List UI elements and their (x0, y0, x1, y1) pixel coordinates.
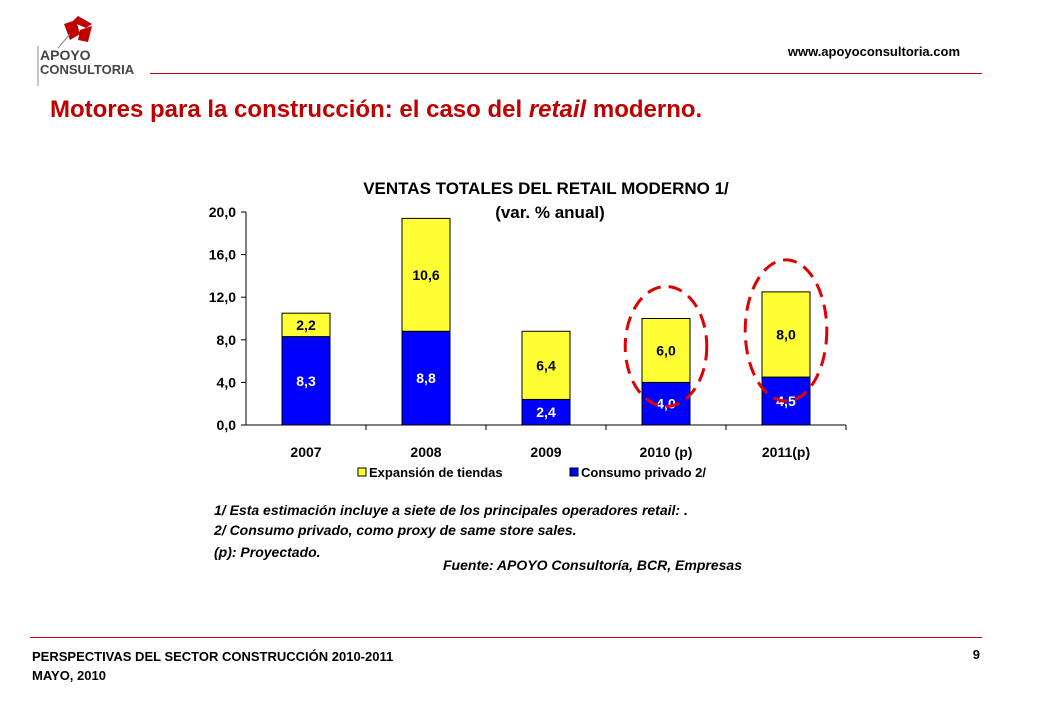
title-italic: retail (528, 96, 587, 123)
logo-line1: APOYO (40, 47, 91, 63)
data-label-consumo: 8,8 (416, 370, 436, 386)
bar-expansion-tiendas (521, 330, 571, 400)
chart-notes: 1/ Esta estimación incluye a siete de lo… (214, 500, 688, 562)
note-2: 2/ Consumo privado, como proxy de same s… (214, 522, 577, 538)
page-number: 9 (972, 647, 980, 662)
x-category-label: 2010 (p) (640, 444, 693, 460)
x-category-label: 2007 (290, 444, 321, 460)
data-label-consumo: 2,4 (536, 404, 556, 420)
data-label-expansion: 6,4 (536, 357, 556, 373)
apoyo-logo: APOYO CONSULTORIA (37, 16, 135, 86)
footer-divider (30, 637, 982, 638)
data-label-consumo: 8,3 (296, 373, 316, 389)
source-note: Fuente: APOYO Consultoría, BCR, Empresas (443, 557, 742, 573)
note-1: 1/ Esta estimación incluye a siete de lo… (214, 502, 688, 518)
chart-subtitle: (var. % anual) (495, 203, 605, 222)
page-title: Motores para la construcción: el caso de… (50, 96, 702, 124)
y-tick-label: 8,0 (217, 332, 237, 348)
data-label-expansion: 8,0 (776, 326, 796, 342)
y-tick-label: 4,0 (217, 374, 237, 390)
legend-swatch (357, 467, 367, 477)
y-tick-label: 0,0 (217, 417, 237, 433)
header-divider (150, 73, 982, 74)
x-category-label: 2011(p) (762, 444, 810, 460)
highlight-ellipse (623, 285, 709, 408)
footer-line2: MAYO, 2010 (32, 668, 106, 683)
title-part1: Motores para la construcción: el caso de… (50, 96, 529, 123)
footer: PERSPECTIVAS DEL SECTOR CONSTRUCCIÓN 201… (32, 647, 393, 685)
x-category-label: 2008 (410, 444, 441, 460)
y-tick-label: 16,0 (209, 247, 236, 263)
data-label-expansion: 2,2 (296, 317, 316, 333)
y-tick-label: 12,0 (209, 289, 236, 305)
data-label-expansion: 6,0 (656, 342, 676, 358)
note-3: (p): Proyectado. (214, 544, 321, 560)
chart-title: VENTAS TOTALES DEL RETAIL MODERNO 1/ (363, 179, 729, 198)
data-label-consumo: 4,0 (656, 396, 676, 412)
logo-line2: CONSULTORIA (40, 62, 135, 77)
y-tick-label: 20,0 (209, 204, 236, 220)
bar-expansion-tiendas (401, 217, 451, 332)
data-label-expansion: 10,6 (412, 267, 439, 283)
legend-label: Expansión de tiendas (369, 465, 503, 480)
title-part2: moderno. (586, 96, 703, 123)
legend-label: Consumo privado 2/ (581, 465, 706, 480)
highlight-ellipse (743, 258, 829, 403)
bar-consumo-privado (521, 398, 571, 426)
x-category-label: 2009 (530, 444, 561, 460)
website-url[interactable]: www.apoyoconsultoria.com (787, 44, 960, 59)
bar-expansion-tiendas (641, 318, 691, 383)
retail-sales-chart: VENTAS TOTALES DEL RETAIL MODERNO 1/ (va… (209, 179, 847, 480)
footer-line1: PERSPECTIVAS DEL SECTOR CONSTRUCCIÓN 201… (32, 649, 394, 664)
logo-mark-icon (57, 16, 92, 49)
legend-swatch (569, 467, 579, 477)
bar-expansion-tiendas (281, 312, 331, 338)
bar-expansion-tiendas (761, 291, 811, 378)
